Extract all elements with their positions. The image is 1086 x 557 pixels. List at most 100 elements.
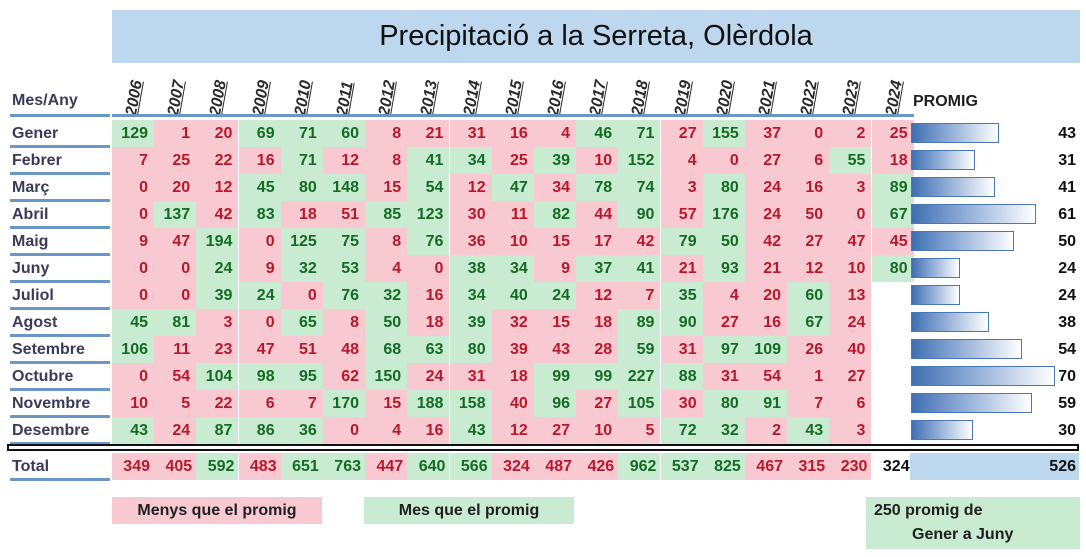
data-cell: 4 <box>365 255 408 282</box>
data-cell: 27 <box>576 390 619 417</box>
data-cell: 21 <box>745 255 787 282</box>
month-label: Setembre <box>12 341 85 358</box>
data-cell: 158 <box>449 390 492 417</box>
data-cell: 16 <box>407 417 450 444</box>
data-cell: 15 <box>365 390 408 417</box>
data-cell: 98 <box>238 363 281 390</box>
data-cell: 27 <box>702 309 745 336</box>
data-cell: 4 <box>702 282 745 309</box>
data-cell: 13 <box>829 282 872 309</box>
average-value: 38 <box>1058 314 1076 331</box>
data-cell: 89 <box>871 174 914 201</box>
data-cell: 39 <box>196 282 239 309</box>
data-cell: 104 <box>196 363 239 390</box>
average-bar <box>911 285 960 305</box>
data-cell: 8 <box>323 309 365 336</box>
data-cell: 67 <box>787 309 830 336</box>
data-cell: 16 <box>745 309 787 336</box>
data-cell: 170 <box>323 390 365 417</box>
data-cell: 12 <box>491 417 534 444</box>
data-cell: 71 <box>280 147 323 174</box>
data-cell: 22 <box>196 390 239 417</box>
data-cell: 194 <box>196 228 239 255</box>
data-cell: 36 <box>449 228 492 255</box>
data-cell: 7 <box>280 390 323 417</box>
average-bar <box>911 420 973 440</box>
data-cell: 87 <box>196 417 239 444</box>
data-cell: 25 <box>871 120 914 147</box>
average-value: 24 <box>1058 287 1076 304</box>
data-cell: 155 <box>702 120 745 147</box>
data-cell: 12 <box>323 147 365 174</box>
data-cell: 89 <box>618 309 661 336</box>
data-cell: 34 <box>534 174 576 201</box>
data-cell: 47 <box>154 228 197 255</box>
data-cell: 12 <box>576 282 619 309</box>
data-cell: 88 <box>660 363 703 390</box>
data-cell: 20 <box>745 282 787 309</box>
data-cell: 45 <box>112 309 154 336</box>
data-cell: 24 <box>407 363 450 390</box>
data-cell: 0 <box>154 255 197 282</box>
total-cell: 230 <box>829 453 872 480</box>
data-cell: 60 <box>323 120 365 147</box>
data-cell: 24 <box>745 174 787 201</box>
data-cell: 18 <box>407 309 450 336</box>
month-underline <box>10 172 110 175</box>
data-cell: 39 <box>491 336 534 363</box>
data-cell: 125 <box>280 228 323 255</box>
data-cell: 76 <box>323 282 365 309</box>
data-cell: 31 <box>449 120 492 147</box>
average-value: 70 <box>1058 368 1076 385</box>
data-cell: 50 <box>365 309 408 336</box>
data-cell: 0 <box>702 147 745 174</box>
data-cell: 51 <box>323 201 365 228</box>
data-cell: 24 <box>534 282 576 309</box>
month-label: Abril <box>12 206 49 223</box>
total-cell: 825 <box>702 453 745 480</box>
data-cell: 83 <box>238 201 281 228</box>
average-bar <box>911 258 960 278</box>
total-cell: 640 <box>407 453 450 480</box>
data-cell: 90 <box>618 201 661 228</box>
data-cell: 25 <box>491 147 534 174</box>
data-cell: 99 <box>576 363 619 390</box>
data-cell: 1 <box>154 120 197 147</box>
data-cell: 129 <box>112 120 154 147</box>
total-cell: 763 <box>323 453 365 480</box>
data-cell: 9 <box>112 228 154 255</box>
data-cell: 6 <box>238 390 281 417</box>
month-underline <box>10 226 110 229</box>
data-cell: 32 <box>491 309 534 336</box>
data-cell: 47 <box>829 228 872 255</box>
chart-title: Precipitació a la Serreta, Olèrdola <box>112 10 1080 63</box>
month-label: Desembre <box>12 422 90 439</box>
data-cell: 72 <box>660 417 703 444</box>
data-cell: 51 <box>280 336 323 363</box>
data-cell: 80 <box>871 255 914 282</box>
data-cell: 50 <box>787 201 830 228</box>
average-bar <box>911 312 989 332</box>
average-value: 24 <box>1058 260 1076 277</box>
data-cell: 10 <box>491 228 534 255</box>
total-average: 526 <box>910 453 1079 480</box>
data-cell: 42 <box>618 228 661 255</box>
legend-note: 250 promig de Gener a Juny <box>866 497 1080 549</box>
data-cell: 99 <box>534 363 576 390</box>
data-cell: 0 <box>112 174 154 201</box>
data-cell: 95 <box>280 363 323 390</box>
data-cell: 20 <box>196 120 239 147</box>
data-cell: 91 <box>745 390 787 417</box>
total-cell: 405 <box>154 453 197 480</box>
data-cell: 3 <box>829 174 872 201</box>
data-cell: 32 <box>280 255 323 282</box>
total-separator-right <box>1077 444 1079 451</box>
data-cell: 32 <box>702 417 745 444</box>
data-cell: 23 <box>196 336 239 363</box>
month-underline <box>10 280 110 283</box>
data-cell: 227 <box>618 363 661 390</box>
month-label: Juny <box>12 260 50 277</box>
data-cell: 30 <box>449 201 492 228</box>
data-cell: 81 <box>154 309 197 336</box>
data-cell: 59 <box>618 336 661 363</box>
